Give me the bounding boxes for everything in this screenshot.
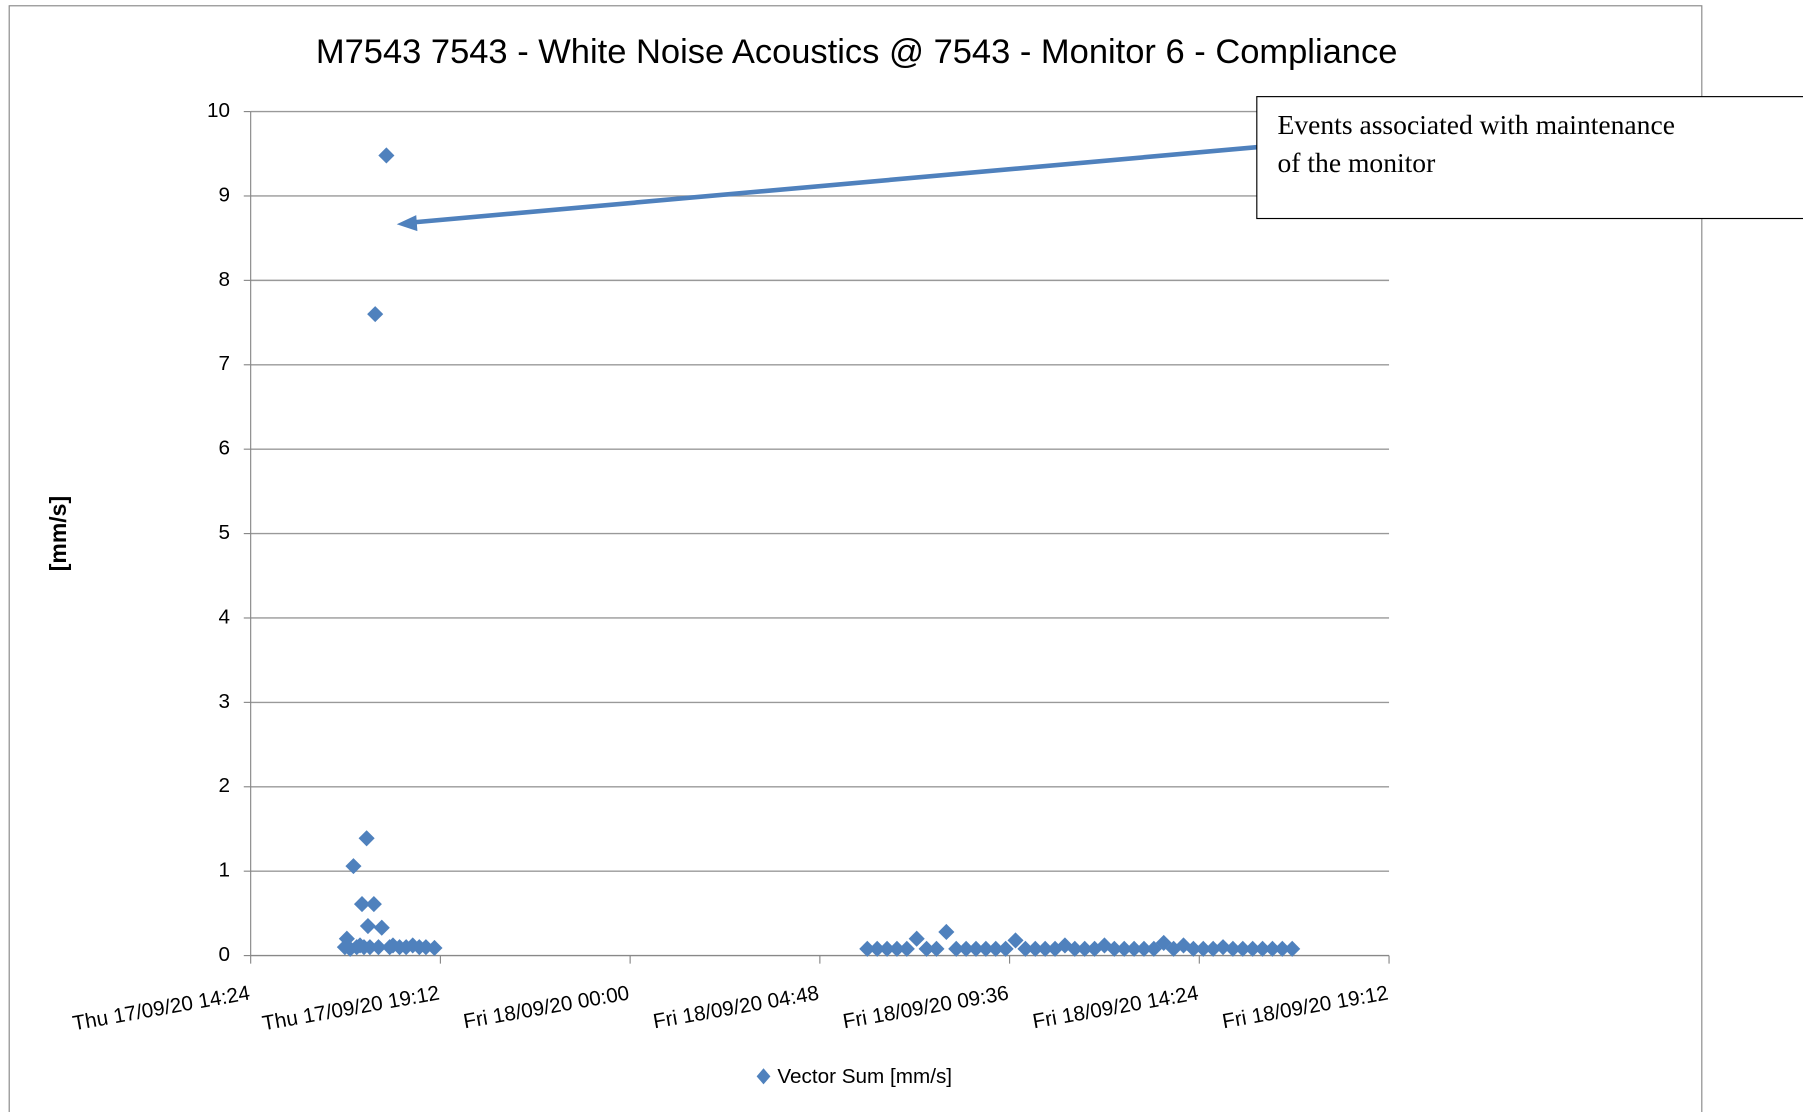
data-point xyxy=(1274,940,1291,957)
data-point xyxy=(1106,940,1123,957)
data-point xyxy=(898,940,915,957)
y-tick-label: 4 xyxy=(218,605,230,628)
data-point xyxy=(1264,940,1281,957)
y-tick-label: 2 xyxy=(218,774,230,797)
data-point xyxy=(426,939,443,957)
arrow-head xyxy=(396,215,418,232)
data-point xyxy=(373,919,390,936)
data-point xyxy=(361,939,378,956)
y-tick-label: 3 xyxy=(218,690,230,713)
data-point xyxy=(1234,940,1251,957)
data-point xyxy=(345,858,362,875)
data-point xyxy=(1195,940,1212,957)
data-point xyxy=(1205,940,1222,957)
data-point xyxy=(1135,940,1153,957)
chart-title: M7543 7543 - White Noise Acoustics @ 754… xyxy=(316,33,1398,71)
data-point xyxy=(888,940,905,957)
data-point xyxy=(1284,940,1301,957)
y-tick-label: 6 xyxy=(218,437,230,460)
y-tick-label: 5 xyxy=(218,521,230,544)
data-point xyxy=(997,940,1014,957)
y-tick-label: 0 xyxy=(218,943,230,966)
data-point xyxy=(859,940,876,957)
annotation-text: Events associated with maintenance xyxy=(1278,109,1675,140)
y-tick-label: 9 xyxy=(218,183,230,206)
y-tick-label: 8 xyxy=(218,268,230,291)
data-point xyxy=(1066,940,1083,957)
y-tick-label: 7 xyxy=(218,352,230,375)
data-point xyxy=(928,940,945,957)
data-point xyxy=(1185,940,1202,957)
data-point xyxy=(1007,932,1024,949)
data-point xyxy=(367,306,384,323)
data-point xyxy=(370,939,387,956)
annotation-text: of the monitor xyxy=(1278,147,1436,178)
data-point xyxy=(1126,940,1143,957)
data-point xyxy=(1116,940,1133,957)
annotation-box xyxy=(1256,96,1803,220)
y-axis-label: [mm/s] xyxy=(45,496,71,571)
legend-label: Vector Sum [mm/s] xyxy=(777,1065,952,1088)
data-point xyxy=(918,940,935,957)
data-point xyxy=(1244,940,1261,957)
data-point xyxy=(365,896,382,913)
y-tick-label: 10 xyxy=(207,99,230,122)
data-point xyxy=(1076,940,1093,957)
data-point xyxy=(1017,940,1034,957)
data-point xyxy=(869,940,886,957)
data-point xyxy=(879,940,896,957)
legend: Vector Sum [mm/s] xyxy=(756,1065,952,1088)
y-tick-label: 1 xyxy=(218,859,230,882)
data-point xyxy=(1214,939,1232,956)
data-point xyxy=(378,147,395,164)
data-point xyxy=(1224,940,1241,957)
annotation-arrow xyxy=(404,144,1258,226)
data-point xyxy=(1254,940,1271,957)
